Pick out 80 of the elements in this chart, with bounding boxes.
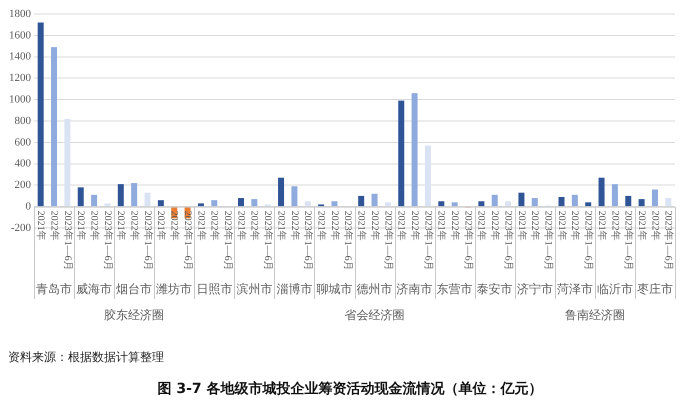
text: 2023年1—6月: [222, 210, 234, 271]
text: 2022年: [328, 210, 340, 241]
text: 资料来源：根据数据计算整理: [8, 349, 164, 366]
text: 2021年: [396, 210, 407, 241]
text: 2023年1—6月: [662, 210, 674, 271]
x-tick-label: 东营市: [436, 282, 473, 296]
text: 2023年1—6月: [62, 210, 73, 271]
text: 2022年: [408, 210, 420, 241]
y-tick-label: 200: [14, 179, 32, 192]
y-tick-label: 800: [14, 114, 32, 127]
text: 2021年: [596, 210, 607, 241]
text: 2023年1—6月: [422, 210, 434, 271]
text: 2022年: [489, 210, 500, 241]
text: 2022年: [368, 210, 380, 241]
y-tick-label: -200: [10, 222, 32, 234]
x-tick-label: 日照市: [196, 282, 232, 296]
y-tick-label: 0: [26, 200, 32, 212]
x-tick-label: 临沂市: [596, 282, 633, 296]
y-tick-label: 1800: [9, 8, 32, 20]
y-tick-label: 1200: [9, 72, 32, 84]
text: 2021年: [556, 210, 567, 241]
text: 2022年: [128, 210, 140, 241]
text: 2023年1—6月: [382, 210, 394, 271]
text: 2022年: [48, 210, 60, 241]
text: 2021年: [476, 210, 487, 241]
text: 2023年1—6月: [502, 210, 514, 271]
y-tick-label: 400: [14, 158, 32, 170]
x-tick-label: 济宁市: [516, 282, 553, 296]
x-tick-label: 济南市: [396, 282, 433, 296]
text: 2023年1—6月: [342, 210, 354, 271]
text: 2021年: [636, 210, 647, 241]
text: 2022年: [529, 210, 540, 241]
text: 2022年: [449, 210, 460, 241]
text: 2021年: [275, 210, 286, 241]
y-tick-label: 600: [14, 136, 32, 148]
text: 2023年1—6月: [582, 210, 594, 271]
text: 2023年1—6月: [262, 210, 274, 271]
text: 2021年: [75, 210, 88, 241]
text: 2022年: [288, 210, 300, 241]
x-tick-label: 德州市: [356, 282, 393, 296]
x-tick-label: 滨州市: [236, 282, 272, 296]
text: 2021年: [436, 210, 447, 241]
text: 2022年: [168, 210, 181, 241]
x-tick-label: 青岛市: [36, 282, 72, 296]
text: 2021年: [315, 210, 326, 241]
text: 2023年1—6月: [542, 210, 554, 271]
y-tick-label: 1600: [9, 29, 32, 42]
text: 2023年1—6月: [302, 210, 314, 271]
text: 2023年1—6月: [142, 210, 153, 271]
text: 图 3-7 各地级市城投企业筹资活动现金流情况（单位：亿元）: [156, 380, 544, 398]
text: 2022年: [649, 210, 660, 241]
y-tick-label: 1400: [9, 50, 32, 63]
text: 鲁南经济圈: [564, 308, 625, 322]
text: 2021年: [35, 210, 46, 241]
x-tick-label: 淄博市: [276, 282, 312, 296]
text: 2021年: [516, 210, 527, 241]
text: 2022年: [569, 210, 580, 241]
x-tick-label: 枣庄市: [636, 282, 673, 296]
y-tick-label: 1000: [9, 93, 32, 106]
x-tick-label: 菏泽市: [556, 282, 593, 296]
text: 胶东经济圈: [104, 308, 164, 322]
text: 2022年: [208, 210, 220, 241]
x-tick-label: 聊城市: [316, 282, 352, 296]
text: 2023年1—6月: [622, 210, 634, 271]
x-tick-label: 泰安市: [476, 282, 513, 296]
text: 2021年: [195, 210, 206, 241]
text: 省会经济圈: [344, 308, 405, 322]
text: 2021年: [235, 210, 246, 241]
x-tick-label: 烟台市: [116, 282, 152, 296]
text: 2021年: [356, 210, 367, 241]
text: 2022年: [609, 210, 620, 241]
text: 2021年: [155, 210, 166, 241]
x-tick-label: 威海市: [76, 282, 112, 296]
text: 2022年: [88, 210, 100, 241]
x-tick-label: 潍坊市: [156, 282, 192, 296]
text: 2023年1—6月: [462, 210, 474, 271]
text: 2022年: [248, 210, 260, 241]
text: 2021年: [115, 210, 126, 241]
text: 2023年1—6月: [182, 210, 194, 271]
text: 2023年1—6月: [102, 210, 113, 271]
